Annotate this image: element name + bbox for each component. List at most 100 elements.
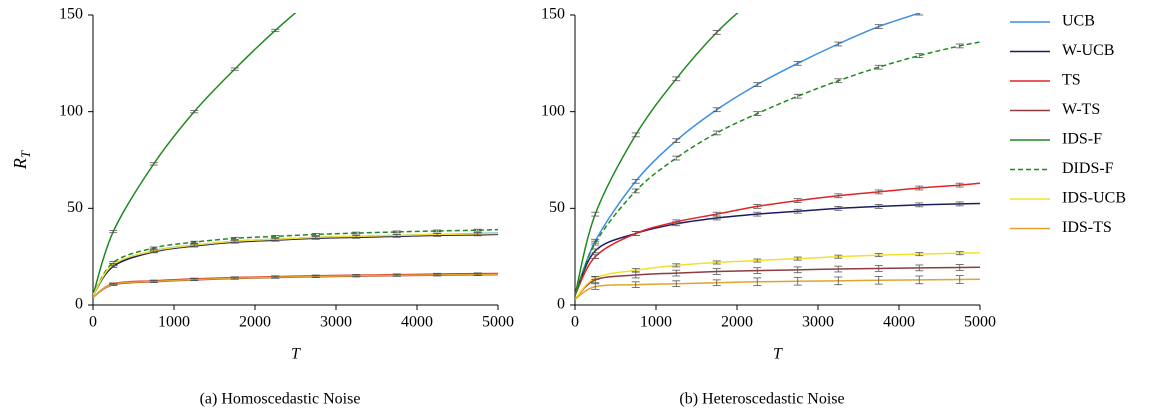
error-bar xyxy=(712,30,721,35)
error-bar xyxy=(631,178,640,184)
error-bar xyxy=(834,205,843,211)
x-axis-label: T xyxy=(291,346,301,363)
error-bar xyxy=(271,237,280,241)
series-line xyxy=(575,266,981,300)
error-bar xyxy=(109,282,118,286)
error-bar xyxy=(433,233,442,236)
error-bar xyxy=(955,251,964,256)
x-axis-label: T xyxy=(773,346,783,363)
error-bar xyxy=(311,233,320,236)
error-bar xyxy=(793,61,802,66)
error-bar xyxy=(672,138,681,144)
x-tick-label: 1000 xyxy=(158,314,190,331)
error-bar xyxy=(190,240,199,244)
x-tick-label: 2000 xyxy=(239,314,271,331)
error-bar xyxy=(672,76,681,82)
y-tick-label: 0 xyxy=(75,296,83,313)
error-bar xyxy=(793,208,802,214)
error-bar xyxy=(915,13,924,16)
error-bar xyxy=(631,132,640,138)
error-bar xyxy=(874,189,883,195)
error-bar xyxy=(631,231,640,236)
x-tick-label: 1000 xyxy=(640,314,672,331)
error-bar xyxy=(230,67,239,71)
error-bar xyxy=(352,274,361,277)
legend-label: UCB xyxy=(1062,13,1095,30)
error-bar xyxy=(672,155,681,161)
error-bar xyxy=(956,0,964,1)
error-bar xyxy=(352,234,361,238)
y-tick-label: 150 xyxy=(59,6,83,23)
error-bar xyxy=(591,283,600,290)
error-bar xyxy=(915,264,924,272)
error-bar xyxy=(311,235,320,239)
error-bar xyxy=(631,281,640,289)
error-bar xyxy=(591,240,600,246)
error-bar xyxy=(915,202,924,208)
caption: (a) Homoscedastic Noise xyxy=(200,391,361,408)
error-bar xyxy=(712,260,721,265)
error-bar xyxy=(672,219,681,225)
error-bar xyxy=(955,201,964,207)
error-bar xyxy=(271,234,280,238)
series-line xyxy=(93,13,297,296)
error-bar xyxy=(712,130,721,136)
error-bar xyxy=(631,268,640,273)
error-bar xyxy=(190,243,199,247)
y-tick-label: 100 xyxy=(59,102,83,119)
error-bar xyxy=(955,43,964,49)
error-bar xyxy=(591,254,600,260)
error-bar xyxy=(753,277,762,287)
series-line xyxy=(575,13,739,296)
error-bar xyxy=(874,253,883,258)
error-bar xyxy=(753,82,762,87)
error-bar xyxy=(834,265,843,273)
error-bar xyxy=(190,110,199,114)
y-axis-label-main: R xyxy=(10,158,30,170)
error-bar xyxy=(915,53,924,58)
error-bar xyxy=(915,252,924,257)
x-tick-label: 4000 xyxy=(401,314,433,331)
x-tick-label: 0 xyxy=(89,314,97,331)
error-bar xyxy=(149,162,158,166)
series-line xyxy=(93,228,499,296)
y-axis-label: RT xyxy=(10,150,33,170)
error-bar xyxy=(753,204,762,209)
y-tick-label: 150 xyxy=(541,6,565,23)
series-line xyxy=(93,232,499,296)
legend-label: TS xyxy=(1062,72,1081,89)
error-bar xyxy=(230,236,239,240)
legend-label: DIDS-F xyxy=(1062,160,1114,177)
error-bar xyxy=(230,239,239,243)
error-bar xyxy=(834,41,843,47)
error-bar xyxy=(793,256,802,261)
x-tick-label: 5000 xyxy=(964,314,996,331)
error-bar xyxy=(753,211,762,217)
legend-label: IDS-UCB xyxy=(1062,190,1126,207)
y-tick-label: 50 xyxy=(549,199,565,216)
x-tick-label: 3000 xyxy=(320,314,352,331)
error-bar xyxy=(473,232,482,236)
error-bar xyxy=(230,276,239,280)
error-bar xyxy=(874,64,883,70)
error-bar xyxy=(753,267,762,274)
series-line xyxy=(575,13,922,296)
error-bar xyxy=(712,107,721,113)
series-line xyxy=(575,278,981,300)
error-bar xyxy=(834,254,843,259)
series-line xyxy=(93,273,499,298)
caption: (b) Heteroscedastic Noise xyxy=(679,391,844,408)
error-bar xyxy=(392,274,401,277)
error-bar xyxy=(753,111,762,116)
error-bar xyxy=(392,234,401,237)
error-bar xyxy=(874,24,883,29)
error-bar xyxy=(433,273,442,277)
error-bar xyxy=(591,275,600,280)
series-line xyxy=(93,273,499,298)
error-bar xyxy=(712,211,721,217)
series-line xyxy=(575,182,981,296)
error-bar xyxy=(955,182,964,188)
x-tick-label: 2000 xyxy=(721,314,753,331)
error-bar xyxy=(109,229,118,234)
